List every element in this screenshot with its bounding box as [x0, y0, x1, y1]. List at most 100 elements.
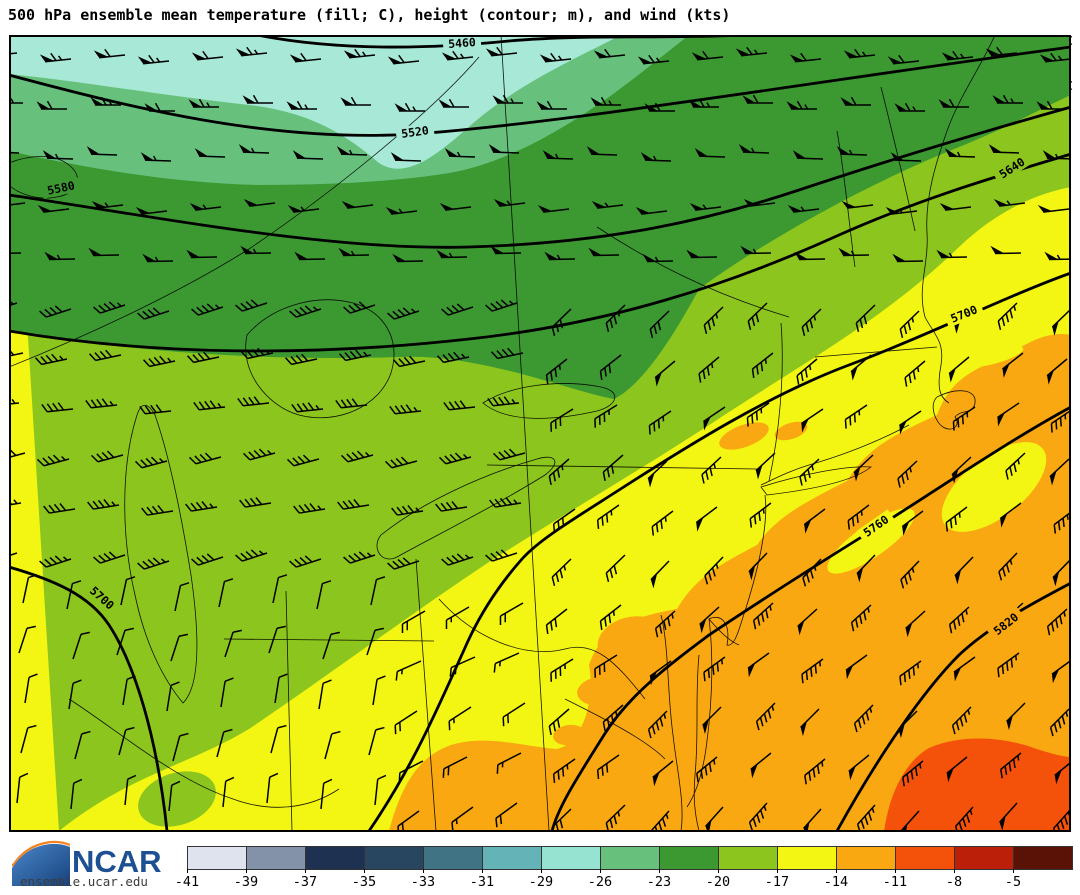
wind-barb [936, 249, 968, 259]
wind-barb [905, 610, 926, 638]
wind-barb [590, 96, 621, 106]
wind-barb [343, 48, 376, 59]
wind-barb [845, 654, 868, 680]
wind-barb [320, 778, 333, 810]
wind-barb [1046, 358, 1068, 385]
wind-barb [898, 710, 918, 739]
wind-barb [443, 400, 476, 411]
wind-barb [72, 631, 90, 660]
wind-barb [141, 505, 174, 516]
wind-barb [650, 560, 670, 589]
wind-barb [68, 679, 82, 710]
wind-barb [803, 808, 822, 832]
colorbar-tick-label: -17 [764, 874, 790, 890]
wind-barb [840, 96, 871, 106]
wind-barb [336, 146, 368, 156]
wind-barb [140, 152, 172, 162]
wind-barb [191, 50, 224, 61]
colorbar-tick [1013, 869, 1014, 873]
wind-barb [596, 754, 620, 779]
wind-barb [843, 48, 876, 59]
wind-barb [856, 554, 876, 583]
wind-barb [122, 675, 136, 706]
wind-barb [593, 48, 626, 59]
wind-barb [742, 94, 773, 104]
wind-barb [1037, 204, 1070, 213]
wind-barb [992, 94, 1023, 104]
wind-barb [552, 508, 576, 533]
wind-barb [88, 247, 120, 257]
wind-barb [899, 410, 922, 435]
wind-barb [448, 706, 472, 731]
wind-barb [292, 150, 324, 160]
wind-barb [545, 608, 568, 635]
height-contour-layer [9, 35, 1071, 832]
wind-barb [36, 100, 67, 110]
colorbar-tick-label: -23 [646, 874, 672, 890]
wind-barb [856, 804, 876, 832]
wind-barb [751, 352, 774, 379]
wind-barb [586, 146, 618, 156]
wind-barb [189, 202, 222, 211]
wind-barb [135, 206, 168, 215]
wind-barb [93, 48, 126, 59]
wind-barb [803, 508, 826, 534]
height-contour-5520 [9, 45, 1071, 137]
wind-barb [385, 206, 418, 215]
geography-layer [9, 35, 996, 832]
wind-barb [191, 553, 224, 566]
wind-barb [801, 408, 824, 433]
wind-barb [286, 100, 317, 110]
wind-barb [387, 557, 420, 570]
wind-barb [605, 304, 626, 332]
site-url[interactable]: ensemble.ucar.edu [20, 874, 148, 889]
ncar-wordmark[interactable]: NCAR [72, 844, 162, 879]
wind-barb [755, 702, 776, 731]
wind-barb [222, 776, 235, 808]
wind-barb [390, 152, 422, 162]
wind-barb [591, 200, 624, 209]
footer-bar: NCAR ensemble.ucar.edu -41 -39 -37 -35 -33 -3… [0, 832, 1080, 895]
colorbar-tick [423, 869, 424, 873]
wind-barb [142, 253, 174, 263]
wind-barb [485, 549, 518, 562]
wind-barb [946, 756, 968, 783]
wind-barb [743, 198, 776, 207]
wind-barb [702, 706, 722, 735]
wind-barb [235, 549, 268, 562]
wind-barb [243, 198, 276, 207]
wind-barb [502, 702, 526, 727]
colorbar-cell [837, 847, 896, 869]
wind-barb [340, 450, 374, 463]
colorbar-cell [306, 847, 365, 869]
svg-text:5460: 5460 [448, 35, 477, 51]
colorbar-tick-label: -5 [1004, 874, 1022, 890]
wind-barb [1054, 761, 1071, 785]
wind-barb [1051, 308, 1071, 336]
wind-barb [602, 454, 624, 482]
wind-barb [993, 198, 1026, 207]
wind-barb [170, 633, 188, 662]
wind-barb [997, 652, 1020, 678]
colorbar-tick-label: -31 [469, 874, 495, 890]
wind-barb [343, 551, 376, 564]
wind-barb [394, 102, 425, 112]
wind-barb [9, 252, 22, 254]
wind-barb [492, 94, 523, 104]
wind-barb [746, 402, 770, 427]
wind-barb [172, 732, 189, 762]
height-contour-5760 [550, 405, 1071, 832]
wind-barb [899, 660, 922, 686]
wind-barb [74, 730, 91, 760]
wind-barb [853, 454, 874, 482]
wind-barb [134, 456, 168, 469]
wind-barb [85, 398, 118, 409]
wind-barb [850, 354, 872, 381]
wind-barb [449, 656, 476, 677]
ncar-logo-icon[interactable] [12, 840, 70, 886]
wind-barb [294, 251, 326, 261]
wind-barb [490, 245, 522, 255]
wind-barb [42, 150, 74, 160]
wind-barb [550, 658, 574, 682]
wind-barb [24, 673, 38, 704]
